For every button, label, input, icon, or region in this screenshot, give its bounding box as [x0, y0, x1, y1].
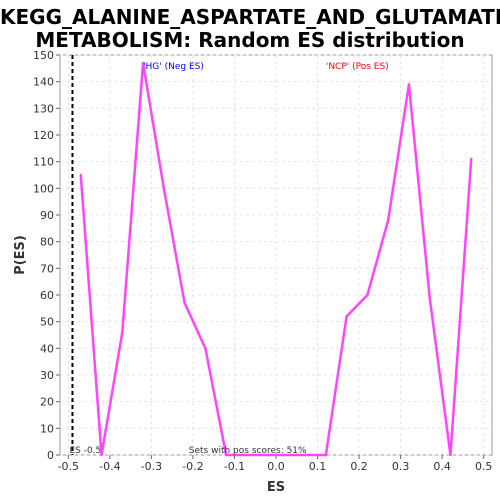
- y-tick-label: 110: [33, 156, 54, 169]
- data-point: [303, 453, 307, 457]
- x-tick-label: -0.4: [99, 460, 120, 473]
- chart-title-line2: METABOLISM: Random ES distribution: [35, 28, 465, 52]
- data-point: [266, 453, 269, 457]
- y-axis-ticks: 0 10 20 30 40 50 60 70 80 90 100 110 120 130 140 150: [33, 49, 60, 462]
- data-point: [100, 453, 103, 457]
- data-point: [366, 293, 369, 297]
- y-tick-label: 130: [33, 102, 54, 115]
- es-marker-label: ES -0.5: [69, 446, 101, 456]
- data-point: [386, 219, 390, 222]
- data-point: [204, 347, 207, 350]
- y-tick-label: 140: [33, 76, 54, 89]
- series-points: [79, 61, 473, 457]
- chart-title-line1: KEGG_ALANINE_ASPARTATE_AND_GLUTAMATE_: [0, 5, 500, 29]
- data-point: [283, 453, 286, 457]
- data-point: [345, 315, 348, 318]
- x-tick-label: 0.1: [309, 460, 327, 473]
- data-point: [428, 296, 431, 299]
- y-tick-label: 100: [33, 182, 54, 195]
- x-tick-label: -0.1: [224, 460, 245, 473]
- y-tick-label: 70: [40, 262, 54, 275]
- data-point: [245, 453, 249, 457]
- data-point: [449, 453, 452, 457]
- data-point: [183, 301, 186, 305]
- y-tick-label: 80: [40, 236, 54, 249]
- y-tick-label: 40: [40, 342, 54, 355]
- data-point: [224, 453, 228, 457]
- pos-scores-footer: Sets with pos scores: 51%: [189, 446, 307, 456]
- x-tick-label: 0.5: [475, 460, 493, 473]
- y-tick-label: 0: [47, 449, 54, 462]
- neg-es-label: 'HG' (Neg ES): [143, 62, 204, 72]
- data-point: [141, 61, 145, 65]
- series-line: [79, 62, 473, 457]
- x-tick-label: -0.5: [58, 460, 79, 473]
- y-tick-label: 10: [40, 422, 54, 435]
- y-tick-label: 120: [33, 129, 54, 142]
- y-tick-label: 30: [40, 369, 54, 382]
- pos-es-label: 'NCP' (Pos ES): [326, 62, 389, 72]
- data-point: [162, 187, 166, 190]
- x-tick-label: 0.4: [433, 460, 451, 473]
- data-point: [324, 453, 328, 457]
- grid-lines: [60, 54, 492, 456]
- x-tick-label: -0.2: [182, 460, 203, 473]
- y-tick-label: 150: [33, 49, 54, 62]
- x-tick-label: 0.3: [392, 460, 410, 473]
- y-tick-label: 90: [40, 209, 54, 222]
- x-axis-label: ES: [267, 480, 285, 495]
- y-tick-label: 50: [40, 316, 54, 329]
- x-tick-label: -0.3: [141, 460, 162, 473]
- y-tick-label: 20: [40, 396, 54, 409]
- data-point: [79, 173, 82, 177]
- x-tick-label: 0.0: [267, 460, 285, 473]
- y-axis-label: P(ES): [13, 235, 28, 275]
- data-point: [121, 331, 124, 334]
- y-tick-label: 60: [40, 289, 54, 302]
- data-point: [407, 83, 411, 86]
- data-point: [470, 157, 473, 161]
- x-axis-ticks: -0.5 -0.4 -0.3 -0.2 -0.1 0.0 0.1 0.2 0.3 0.4 0.5: [58, 455, 493, 473]
- x-tick-label: 0.2: [350, 460, 368, 473]
